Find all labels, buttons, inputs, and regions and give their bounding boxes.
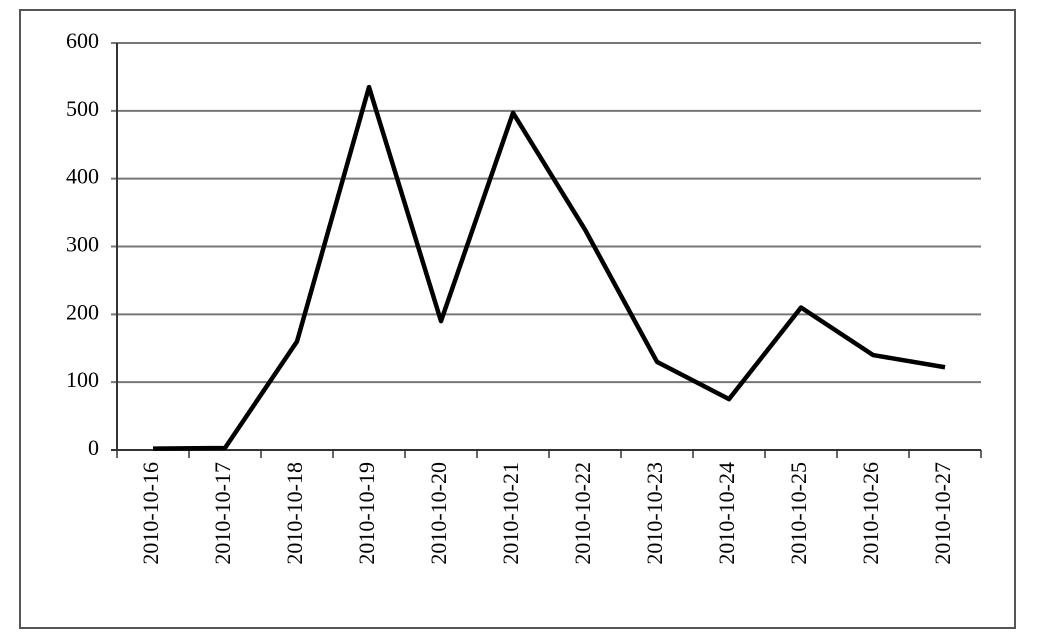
chart-frame	[19, 9, 1016, 629]
x-tick-label: 2010-10-19	[354, 462, 379, 565]
y-tick-label: 400	[66, 164, 99, 189]
x-tick-label: 2010-10-18	[282, 462, 307, 565]
x-tick-label: 2010-10-23	[642, 462, 667, 565]
data-line	[152, 84, 946, 451]
x-tick-label: 2010-10-25	[786, 462, 811, 565]
x-tick-label: 2010-10-24	[714, 462, 739, 565]
y-tick-label: 600	[66, 28, 99, 53]
x-tick-label: 2010-10-17	[210, 462, 235, 565]
x-tick-label: 2010-10-16	[138, 462, 163, 565]
x-tick-label: 2010-10-20	[426, 462, 451, 565]
y-tick-label: 200	[66, 299, 99, 324]
x-tick-label: 2010-10-21	[498, 462, 523, 565]
x-tick-label: 2010-10-27	[930, 462, 955, 565]
y-tick-label: 500	[66, 96, 99, 121]
y-tick-label: 100	[66, 367, 99, 392]
y-tick-label: 300	[66, 232, 99, 257]
x-tick-label: 2010-10-22	[570, 462, 595, 565]
x-tick-label: 2010-10-26	[858, 462, 883, 565]
y-tick-label: 0	[88, 435, 99, 460]
